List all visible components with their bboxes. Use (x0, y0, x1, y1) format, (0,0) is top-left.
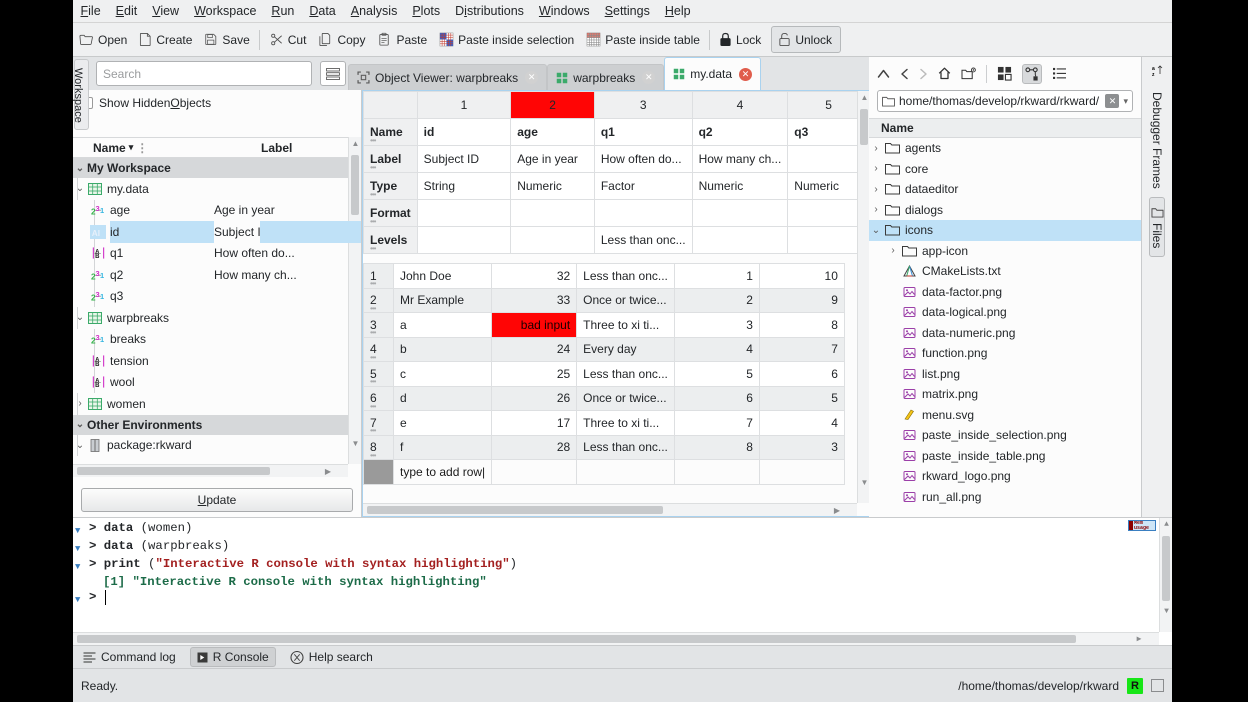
svg-text:1: 1 (100, 335, 104, 344)
svg-text:1: 1 (100, 206, 104, 215)
svg-text:B: B (95, 362, 100, 367)
svg-text:z: z (1152, 72, 1155, 76)
svg-text:AI: AI (91, 229, 99, 238)
svg-text:1: 1 (100, 292, 104, 301)
svg-text:3: 3 (95, 269, 99, 278)
svg-text:B: B (95, 254, 100, 259)
svg-text:3: 3 (95, 333, 99, 342)
svg-text:B: B (95, 383, 100, 388)
svg-text:3: 3 (95, 290, 99, 299)
svg-text:1: 1 (100, 271, 104, 280)
svg-text:3: 3 (95, 204, 99, 213)
